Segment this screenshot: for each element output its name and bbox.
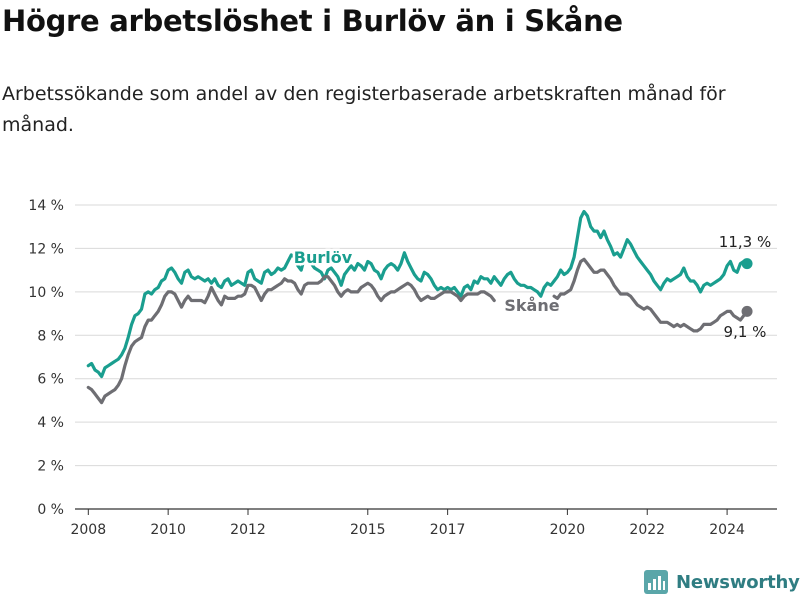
x-tick-label: 2010 [150,522,186,538]
chart-subtitle: Arbetssökande som andel av den registerb… [2,83,726,136]
y-tick-label: 14 % [28,198,64,214]
x-tick-label: 2015 [350,522,386,538]
newsworthy-logo-icon [644,570,668,594]
series-lines [86,209,753,405]
y-tick-label: 10 % [28,285,64,301]
y-tick-label: 0 % [37,502,64,518]
series-end-label: 9,1 % [724,323,767,341]
x-tick-label: 2020 [550,522,586,538]
brand-name: Newsworthy [676,571,800,593]
x-tick-label: 2017 [430,522,466,538]
x-tick-label: 2024 [709,522,745,538]
y-tick-label: 2 % [37,459,64,475]
series-end-point [741,305,753,317]
y-tick-label: 8 % [37,328,64,344]
gridlines [75,204,777,467]
series-name-label: Burlöv [294,248,353,267]
x-tick-label: 2008 [70,522,106,538]
y-tick-label: 4 % [37,415,64,431]
x-tick-label: 2022 [629,522,665,538]
line-chart: 0 % 2 % 4 % 6 % 8 % 10 % 12 % 14 % 2008 2010 2012… [28,198,777,538]
y-tick-label: 12 % [28,241,64,257]
brand-logo[interactable]: Newsworthy [644,570,800,594]
y-axis-ticks: 0 % 2 % 4 % 6 % 8 % 10 % 12 % 14 % [28,198,64,518]
series-name-label: Skåne [504,296,559,315]
x-axis: 2008 2010 2012 2015 2017 2020 2022 2024 [70,508,777,538]
series-end-point [741,258,753,270]
x-tick-label: 2012 [230,522,266,538]
chart-title: Högre arbetslöshet i Burlöv än i Skåne [2,4,623,38]
series-name-halo: Skåne [504,296,559,315]
series-line [86,209,749,379]
y-tick-label: 6 % [37,372,64,388]
series-line [86,257,749,405]
series-end-label: 11,3 % [719,233,771,251]
series-name-halo: Burlöv [294,248,353,267]
